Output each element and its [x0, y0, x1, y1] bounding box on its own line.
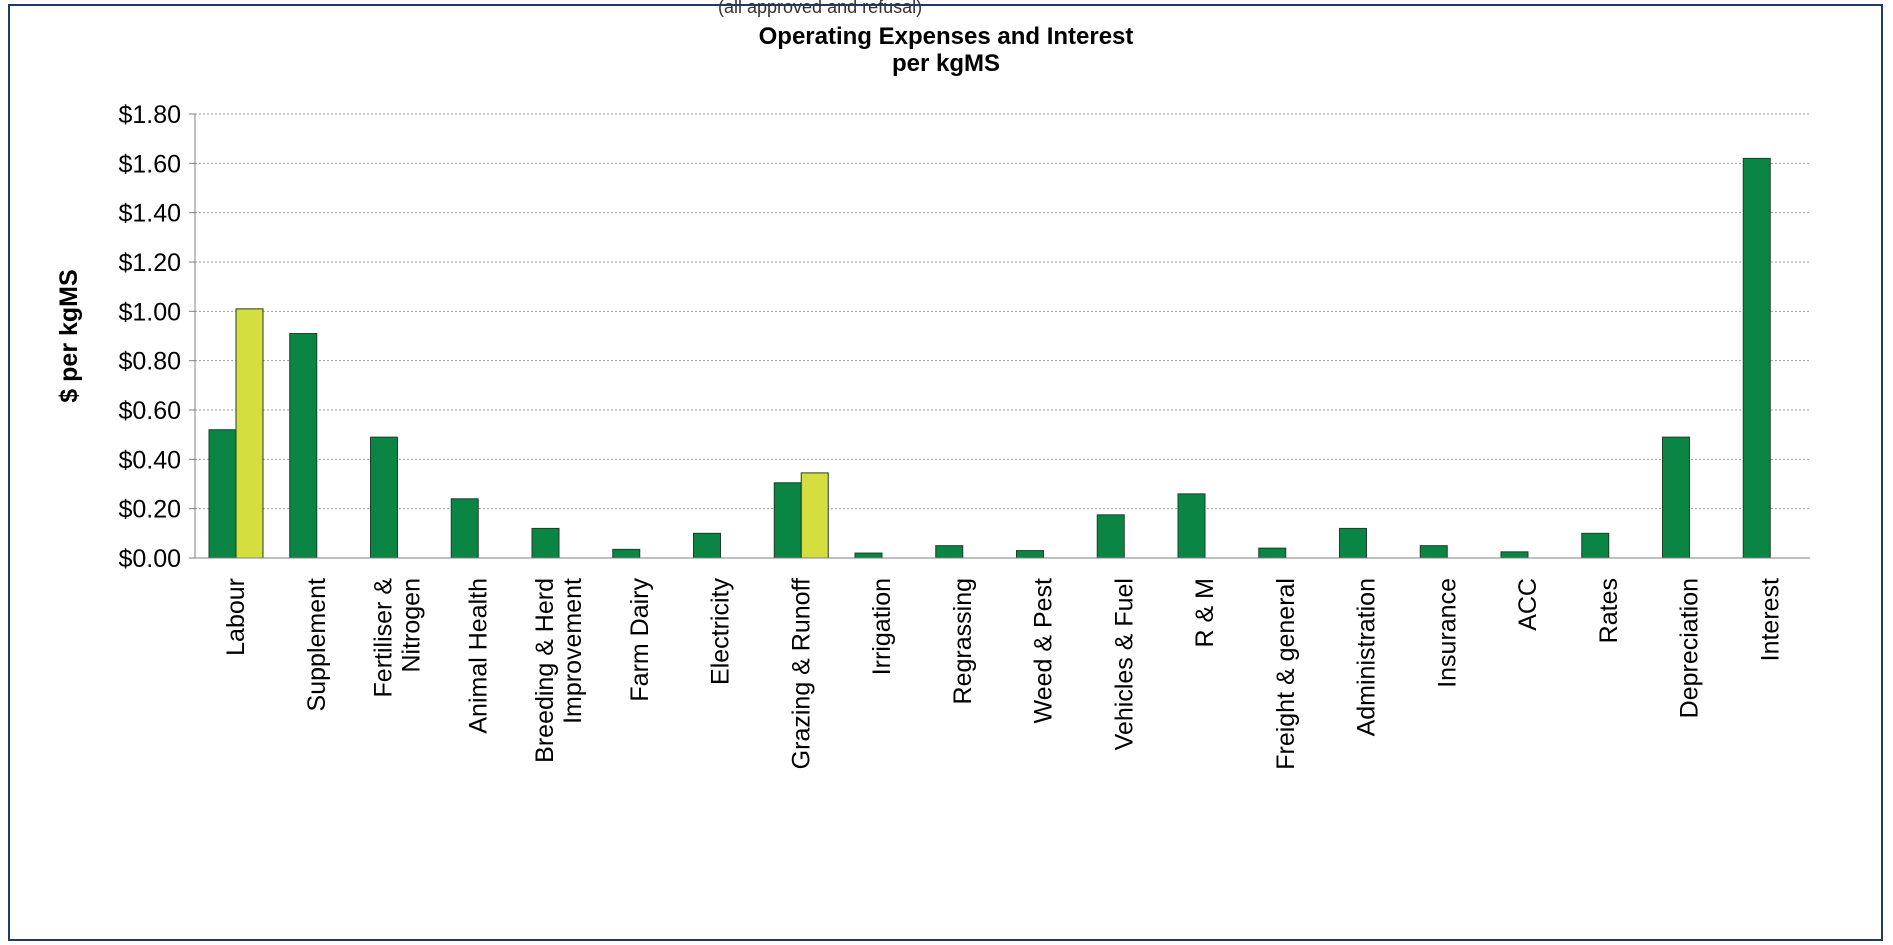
x-tick-label-line: Improvement [559, 578, 587, 724]
x-tick-label: Supplement [303, 578, 331, 711]
x-tick-label-line: Weed & Pest [1030, 578, 1058, 724]
bar [1096, 514, 1125, 559]
x-tick-label: Irrigation [868, 578, 896, 675]
x-tick-label: Interest [1756, 578, 1784, 661]
x-tick-label-line: Irrigation [868, 578, 896, 675]
x-tick-label-line: Animal Health [464, 578, 492, 734]
y-tick-label: $1.20 [118, 249, 181, 277]
bar [1339, 527, 1367, 559]
x-tick-label-line: Insurance [1433, 578, 1461, 688]
x-tick-label: Regrassing [949, 578, 977, 704]
y-tick-label: $0.00 [118, 545, 181, 573]
x-tick-label-line: Fertiliser & [370, 578, 398, 698]
x-tick-label: Administration [1353, 578, 1381, 736]
bar [800, 472, 829, 559]
axes [194, 114, 1810, 559]
x-tick-label: ACC [1514, 578, 1542, 631]
bar [235, 308, 264, 559]
x-tick-label: Farm Dairy [626, 578, 654, 702]
x-tick-label: Electricity [707, 578, 735, 685]
bar [1581, 532, 1610, 559]
bar [531, 527, 560, 559]
bar [1258, 547, 1287, 559]
y-tick-label: $0.80 [118, 348, 181, 376]
x-tick-label-line: Supplement [303, 578, 331, 711]
y-tick-label: $1.00 [118, 298, 181, 326]
x-tick-label: Weed & Pest [1030, 578, 1058, 724]
x-tick-label-line: Interest [1756, 578, 1784, 661]
x-tick-label-line: Depreciation [1676, 578, 1704, 718]
x-tick-label-line: Freight & general [1272, 578, 1300, 770]
bar [1742, 157, 1771, 559]
bar [1662, 436, 1690, 559]
x-tick-label: Breeding & HerdImprovement [531, 578, 587, 763]
y-tick-label: $0.40 [118, 446, 181, 474]
x-axis-labels: Labour Supplement Fertiliser &Nitrogen Anim… [222, 578, 1784, 770]
y-axis-label: $ per kgMS [55, 269, 83, 402]
x-tick-label: Animal Health [464, 578, 492, 734]
x-tick-label-line: Breeding & Herd [531, 578, 559, 763]
bar [935, 545, 964, 559]
x-tick-label: Insurance [1433, 578, 1461, 688]
chart-title-line: per kgMS [892, 50, 1000, 77]
x-tick-label-line: Regrassing [949, 578, 977, 704]
x-tick-label-line: Farm Dairy [626, 578, 654, 702]
bar [370, 436, 398, 559]
bar [854, 552, 883, 559]
x-tick-label-line: ACC [1514, 578, 1542, 631]
gridlines [195, 113, 1810, 510]
x-tick-label-line: Labour [222, 578, 250, 656]
bar [1016, 550, 1044, 559]
x-tick-label-line: Grazing & Runoff [787, 578, 815, 769]
x-tick-label: Vehicles & Fuel [1110, 578, 1138, 750]
bar [208, 429, 237, 559]
x-tick-label: Labour [222, 578, 250, 656]
bar [693, 532, 721, 559]
x-tick-label-line: Vehicles & Fuel [1110, 578, 1138, 750]
bar [773, 482, 802, 559]
bar [612, 548, 641, 559]
bar [1177, 493, 1206, 559]
x-tick-label-line: Administration [1353, 578, 1381, 736]
x-tick-label-line: R & M [1191, 578, 1219, 647]
chart-frame: Operating Expenses and Interest per kgMS … [8, 0, 1883, 941]
x-tick-label: Depreciation [1676, 578, 1704, 718]
x-tick-label: Rates [1595, 578, 1623, 643]
x-tick-label-line: Nitrogen [398, 578, 426, 673]
y-tick-label: $1.60 [118, 150, 181, 178]
x-tick-label: Fertiliser &Nitrogen [370, 578, 426, 698]
x-tick-label-line: Electricity [707, 578, 735, 685]
y-tick-label: $0.60 [118, 397, 181, 425]
x-tick-label: Freight & general [1272, 578, 1300, 770]
bar [1419, 545, 1448, 559]
x-tick-label: Grazing & Runoff [787, 578, 815, 769]
y-tick-label: $1.80 [118, 101, 181, 129]
header-fragment: (all approved and refusal) [718, 0, 923, 17]
y-axis-ticks: $0.00 $0.20 $0.40 $0.60 $0.80 $1.00 $1.20 $1.40… [118, 101, 195, 573]
chart-title-line: Operating Expenses and Interest [759, 23, 1134, 50]
bar [450, 498, 479, 559]
y-tick-label: $1.40 [118, 200, 181, 228]
x-tick-label: R & M [1191, 578, 1219, 647]
x-tick-label-line: Rates [1595, 578, 1623, 643]
y-tick-label: $0.20 [118, 496, 181, 524]
bars [208, 157, 1771, 559]
bar [1500, 551, 1529, 559]
bar [289, 333, 318, 559]
